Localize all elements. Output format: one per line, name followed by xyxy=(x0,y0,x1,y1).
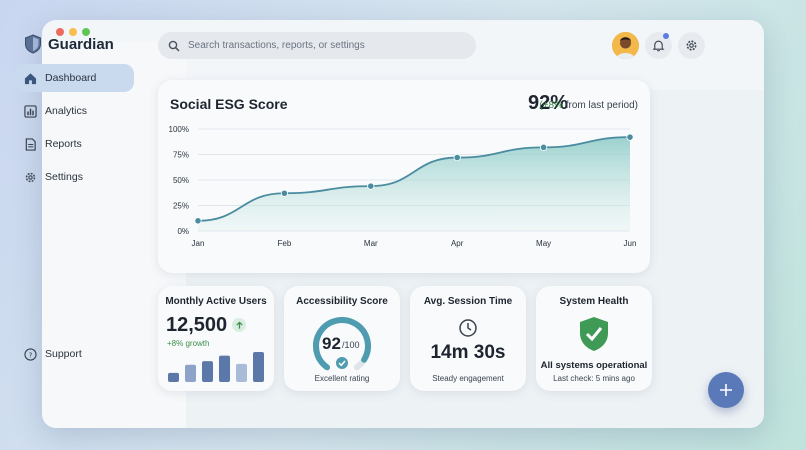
esg-line-chart: 0% 25% 50% 75% 100% Jan Feb Mar Apr May Jun xyxy=(169,125,637,248)
card-title: Accessibility Score xyxy=(296,296,388,307)
x-tick-label: Jun xyxy=(624,239,637,248)
sidebar-item-reports[interactable]: Reports xyxy=(14,130,134,158)
user-avatar-icon xyxy=(612,32,639,59)
card-title: System Health xyxy=(559,296,629,307)
social-esg-card: Social ESG Score 92% (+8% from last peri… xyxy=(158,80,650,273)
mau-value: 12,500 xyxy=(166,314,228,336)
sidebar-item-dashboard[interactable]: Dashboard xyxy=(14,64,134,92)
minimize-window-button[interactable] xyxy=(69,28,77,36)
sidebar-item-settings[interactable]: Settings xyxy=(14,163,134,191)
search-bar[interactable] xyxy=(158,32,476,59)
bar-chart-icon xyxy=(24,104,37,118)
esg-score: 92% xyxy=(527,92,568,114)
mau-bar-chart xyxy=(168,352,264,382)
session-caption: Steady engagement xyxy=(432,374,504,383)
check-circle-icon xyxy=(336,357,348,369)
esg-change-value: (+8% xyxy=(539,100,563,111)
accessibility-score-card: Accessibility Score 92 /100 Excellent ra… xyxy=(284,286,400,391)
chart-series-line xyxy=(197,136,631,222)
sidebar-item-analytics[interactable]: Analytics xyxy=(14,97,134,125)
sidebar-item-support[interactable]: ? Support xyxy=(14,340,134,368)
card-title: Avg. Session Time xyxy=(423,296,513,307)
add-button[interactable] xyxy=(708,372,744,408)
arrow-up-icon xyxy=(235,320,243,329)
sidebar-item-label: Dashboard xyxy=(45,72,97,84)
clock-icon xyxy=(459,319,477,337)
health-last-check: Last check: 5 mins ago xyxy=(553,374,635,383)
help-icon: ? xyxy=(24,347,37,361)
card-title: Monthly Active Users xyxy=(165,296,267,307)
gauge-max: /100 xyxy=(342,340,360,350)
avg-session-time-card: Avg. Session Time 14m 30s Steady engagem… xyxy=(410,286,526,391)
mau-growth: +8% growth xyxy=(167,339,210,348)
system-health-card: System Health All systems operational La… xyxy=(536,286,652,391)
session-value: 14m 30s xyxy=(430,342,506,363)
x-tick-label: Feb xyxy=(278,239,292,248)
mau-bar xyxy=(236,363,247,382)
y-tick-label: 50% xyxy=(173,176,189,185)
esg-change-note: (+8% from last period) xyxy=(539,100,638,111)
sidebar-item-label: Analytics xyxy=(45,105,88,117)
chart-data-point xyxy=(194,217,202,225)
gauge-value: 92 xyxy=(322,334,341,353)
document-icon xyxy=(25,137,36,151)
avatar[interactable] xyxy=(612,32,639,59)
bell-icon xyxy=(652,40,665,52)
esg-change-suffix: from last period) xyxy=(565,100,638,111)
y-tick-label: 0% xyxy=(177,227,189,236)
chart-area-fill xyxy=(198,137,630,231)
health-status: All systems operational xyxy=(540,360,648,371)
x-tick-label: Apr xyxy=(451,239,464,248)
settings-button[interactable] xyxy=(678,32,705,59)
chart-data-point xyxy=(539,143,548,151)
sidebar-item-label: Reports xyxy=(45,138,82,150)
home-icon xyxy=(24,72,37,84)
monthly-active-users-card: Monthly Active Users 12,500 +8% growth xyxy=(158,286,274,391)
brand-logo[interactable]: Guardian xyxy=(24,34,114,54)
chart-data-point xyxy=(626,133,634,141)
app-name: Guardian xyxy=(48,35,114,53)
x-tick-label: May xyxy=(536,239,551,248)
search-icon xyxy=(168,40,180,52)
gear-icon xyxy=(686,40,697,51)
gauge-fill xyxy=(313,317,371,371)
mau-bar xyxy=(253,352,264,382)
sidebar-item-label: Support xyxy=(45,348,82,360)
plus-icon xyxy=(720,384,732,396)
trend-up-badge xyxy=(232,318,246,332)
esg-title: Social ESG Score xyxy=(170,96,288,112)
close-window-button[interactable] xyxy=(56,28,64,36)
gear-icon xyxy=(25,172,36,182)
chart-data-point xyxy=(280,189,289,197)
y-tick-label: 75% xyxy=(173,151,189,160)
chart-data-point xyxy=(367,182,375,190)
x-tick-label: Jan xyxy=(192,239,205,248)
mau-bar xyxy=(185,364,196,382)
mau-bar xyxy=(202,361,213,382)
chart-data-point xyxy=(453,153,461,162)
mau-bar xyxy=(168,372,179,382)
check-icon xyxy=(338,360,346,367)
search-input[interactable] xyxy=(188,40,458,51)
svg-text:?: ? xyxy=(29,350,33,359)
y-tick-label: 100% xyxy=(169,125,189,134)
notification-badge xyxy=(663,33,669,39)
accessibility-gauge xyxy=(313,317,371,371)
shield-check-icon xyxy=(580,317,608,351)
sidebar-item-label: Settings xyxy=(45,171,83,183)
x-tick-label: Mar xyxy=(364,239,378,248)
mau-bar xyxy=(219,355,230,382)
y-tick-label: 25% xyxy=(173,202,189,211)
shield-logo-icon xyxy=(25,34,41,54)
gauge-caption: Excellent rating xyxy=(314,374,370,383)
maximize-window-button[interactable] xyxy=(82,28,90,36)
title-bar xyxy=(42,20,764,42)
